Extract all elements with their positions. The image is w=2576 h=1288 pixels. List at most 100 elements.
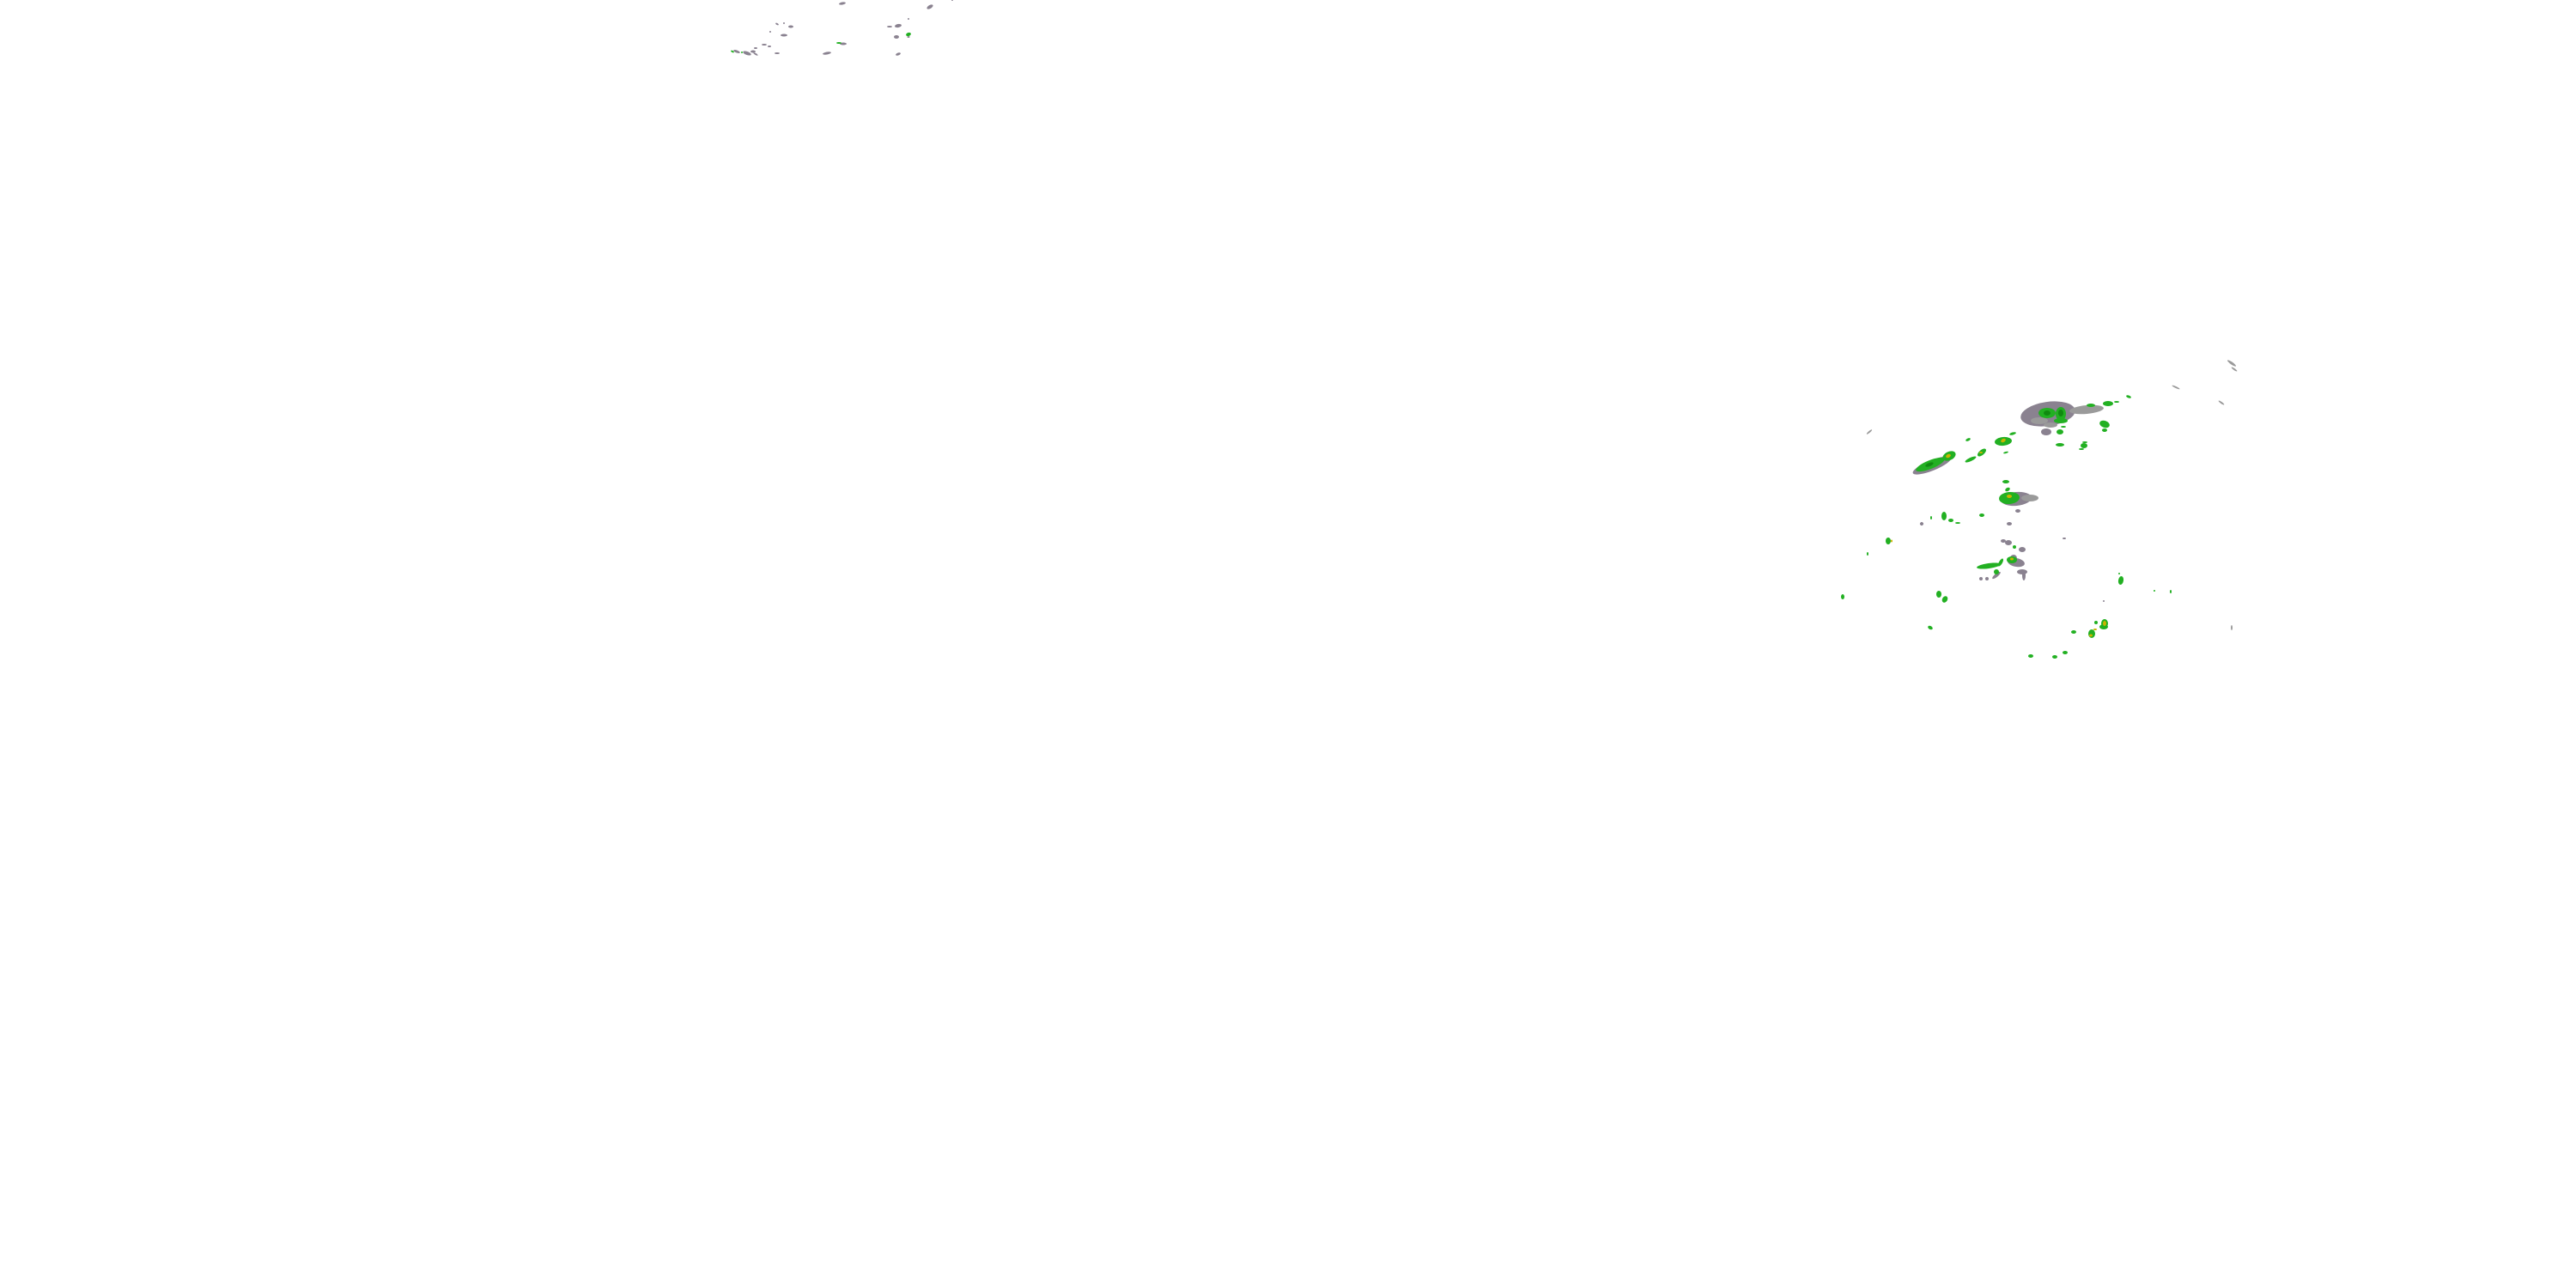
radar-echo-light-echo <box>781 33 787 37</box>
radar-echo-moderate-echo <box>1965 456 1977 463</box>
radar-echo-light-echo-alt <box>2172 385 2180 390</box>
radar-echo-moderate-echo <box>2170 590 2172 593</box>
radar-echo-moderate-echo <box>2094 621 2098 624</box>
radar-echo-light-echo <box>1920 522 1923 526</box>
radar-echo-heavy-echo <box>1891 539 1893 543</box>
radar-echo-moderate-echo <box>1979 513 1984 517</box>
radar-echo-moderate-echo <box>2071 630 2076 634</box>
radar-echo-moderate-echo <box>1867 552 1868 556</box>
radar-echo-moderate-echo <box>1936 591 1941 598</box>
radar-echo-heavy-echo <box>1946 453 1951 459</box>
radar-echo-light-echo <box>2001 539 2006 543</box>
radar-echo-moderate-echo <box>1841 594 1844 599</box>
radar-echo-light-echo <box>783 22 785 24</box>
radar-echo-light-echo <box>1992 571 2001 580</box>
radar-echo-moderate-echo <box>1977 562 2001 569</box>
radar-echo-moderate-echo <box>2081 443 2087 448</box>
radar-echo-light-echo <box>927 4 933 9</box>
radar-echo-moderate-echo <box>741 52 743 53</box>
radar-echo-moderate-echo <box>2056 443 2064 447</box>
radar-echo-light-echo <box>754 47 757 49</box>
radar-echo-light-echo-alt <box>2031 417 2048 424</box>
radar-echo-moderate-echo <box>1997 558 2004 567</box>
radar-echo-moderate-echo <box>1928 625 1933 630</box>
radar-echo-light-echo <box>2005 540 2012 545</box>
radar-echo-moderate-echo <box>2099 420 2110 428</box>
radar-echo-moderate-echo <box>1930 516 1932 519</box>
radar-echo-light-echo <box>2015 509 2020 513</box>
radar-echo-moderate-echo <box>2002 480 2009 483</box>
radar-echo-light-echo <box>951 0 953 1</box>
radar-echo-light-echo-alt <box>2021 495 2038 501</box>
radar-echo-light-echo <box>2041 428 2051 435</box>
radar-echo-light-echo <box>839 2 846 5</box>
radar-echo-heavy-echo <box>2089 634 2093 637</box>
radar-echo-dark-green <box>2058 410 2063 416</box>
precipitation-echoes <box>731 0 2238 659</box>
radar-echo-light-echo <box>743 51 751 56</box>
radar-echo-light-echo <box>1985 577 1989 580</box>
radar-echo-heavy-echo <box>1979 452 1983 453</box>
radar-echo-moderate-echo <box>2054 418 2068 423</box>
radar-echo-light-echo <box>2063 538 2066 539</box>
radar-echo-heavy-echo <box>2001 438 2006 443</box>
radar-echo-moderate-echo <box>2009 432 2016 435</box>
radar-echo-light-echo-alt <box>2218 400 2225 405</box>
radar-echo-light-echo <box>750 50 756 53</box>
radar-echo-light-echo <box>887 26 892 27</box>
radar-echo-light-echo <box>907 36 910 38</box>
radar-echo-moderate-echo <box>906 32 911 37</box>
radar-echo-dark-green <box>2044 410 2050 416</box>
radar-echo-light-echo <box>788 25 793 28</box>
radar-echo-moderate-echo <box>2114 401 2119 403</box>
radar-echo-light-echo <box>2017 569 2027 574</box>
radar-echo-moderate-echo <box>2003 451 2008 454</box>
radar-echo-light-echo <box>840 42 847 46</box>
radar-echo-light-echo <box>823 52 831 55</box>
radar-echo-moderate-echo <box>2079 448 2084 450</box>
radar-echo-light-echo-alt <box>2069 404 2104 415</box>
radar-echo-moderate-echo <box>2061 426 2066 428</box>
radar-echo-light-echo <box>768 46 771 47</box>
radar-echo-light-echo <box>775 52 780 54</box>
radar-echo-moderate-echo <box>2052 655 2057 659</box>
radar-echo-moderate-echo <box>2013 545 2016 549</box>
radar-echo-moderate-echo <box>731 50 734 53</box>
radar-echo-light-echo <box>1979 577 1983 580</box>
radar-echo-light-echo-alt <box>1866 429 1873 434</box>
radar-echo-moderate-echo <box>2028 654 2033 658</box>
radar-echo-moderate-echo <box>1994 569 1999 574</box>
radar-echo-light-echo-alt <box>2227 360 2236 367</box>
radar-echo-light-echo <box>733 50 740 53</box>
radar-echo-light-echo <box>2007 522 2012 526</box>
radar-echo-light-echo <box>769 31 771 33</box>
radar-echo-moderate-echo <box>1886 538 1891 544</box>
radar-echo-moderate-echo <box>2103 401 2113 406</box>
radar-echo-light-echo <box>894 35 899 39</box>
radar-echo-moderate-echo <box>1965 438 1971 441</box>
radar-echo-moderate-echo <box>1941 596 1948 603</box>
radar-echo-moderate-echo <box>2126 395 2131 398</box>
radar-echo-moderate-echo <box>2057 429 2063 434</box>
radar-echo-dark-green <box>1925 462 1934 467</box>
radar-echo-light-echo <box>2019 547 2026 552</box>
radar-echo-light-echo <box>762 44 767 46</box>
radar-echo-moderate-echo <box>2117 576 2124 585</box>
radar-echo-light-echo <box>775 22 779 26</box>
radar-echo-moderate-echo <box>2118 573 2120 574</box>
radar-echo-moderate-echo <box>2063 651 2068 654</box>
radar-echo-heavy-echo <box>2007 495 2012 498</box>
radar-echo-light-echo <box>895 23 902 28</box>
radar-echo-moderate-echo <box>1955 522 1960 524</box>
radar-echo-heavy-echo <box>2093 629 2097 630</box>
radar-echo-moderate-echo <box>2082 441 2087 443</box>
radar-echo-light-echo-alt <box>2231 367 2238 372</box>
radar-echo-heavy-echo <box>2010 557 2014 561</box>
radar-echo-moderate-echo <box>1948 519 1953 522</box>
radar-echo-light-echo <box>896 52 901 56</box>
radar-echo-moderate-echo <box>2088 629 2095 638</box>
radar-echo-light-echo-alt <box>2044 422 2057 428</box>
radar-echo-light-echo <box>2022 570 2026 580</box>
radar-echo-moderate-echo <box>2154 590 2155 592</box>
